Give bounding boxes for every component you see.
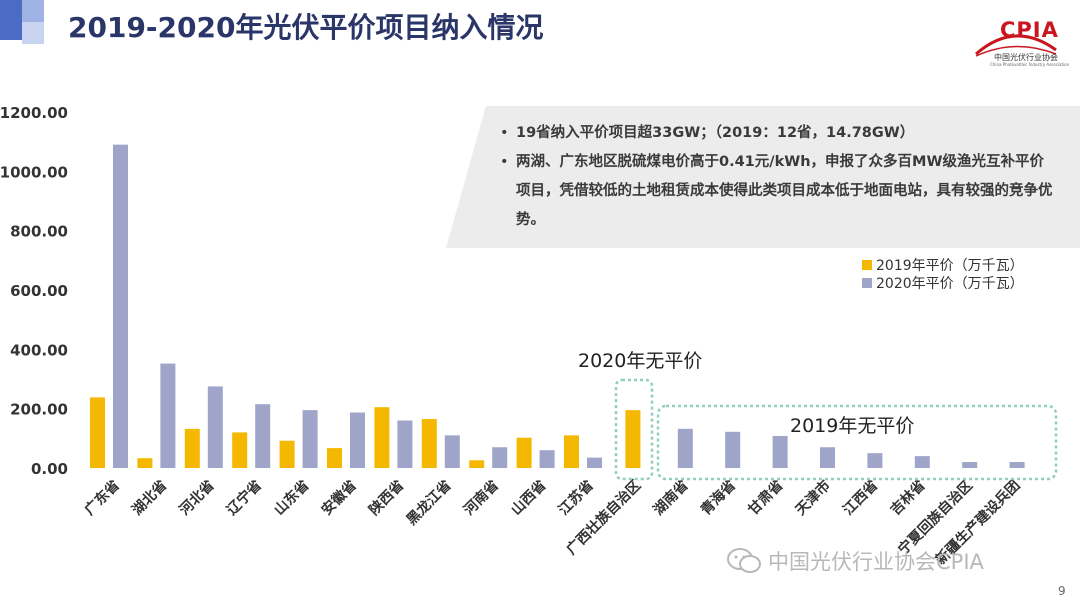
y-tick-label: 1200.00: [0, 104, 68, 122]
x-tick-label: 江西省: [840, 477, 882, 519]
page-title: 2019-2020年光伏平价项目纳入情况: [68, 11, 544, 44]
x-tick-label: 湖北省: [129, 477, 171, 519]
legend: 2019年平价（万千瓦） 2020年平价（万千瓦）: [862, 256, 1024, 292]
annotation-no-price-2020: 2020年无平价: [578, 350, 702, 372]
note-item: 19省纳入平价项目超33GW；（2019：12省，14.78GW）: [500, 119, 1056, 148]
x-tick-label: 陕西省: [366, 477, 408, 519]
y-tick-label: 400.00: [10, 341, 68, 359]
x-tick-label: 黑龙江省: [403, 477, 455, 529]
bar-2020: [113, 144, 128, 468]
bar-2019: [564, 435, 579, 468]
legend-swatch-2020: [862, 278, 872, 288]
x-tick-label: 青海省: [697, 477, 739, 519]
bar-2020: [302, 410, 318, 468]
bar-2019: [137, 458, 153, 468]
bar-2020: [820, 447, 835, 468]
x-tick-label: 山东省: [271, 477, 313, 519]
bar-2020: [725, 431, 741, 468]
y-tick-label: 1000.00: [0, 163, 68, 181]
dashed-box-2020: [614, 378, 654, 481]
legend-label-2019: 2019年平价（万千瓦）: [876, 258, 1024, 274]
page-number: 9: [1058, 584, 1066, 598]
bar-2020: [677, 428, 693, 468]
x-tick-label: 河南省: [460, 477, 502, 519]
logo-subtitle-en: China Photovoltaic Industry Association: [990, 62, 1070, 67]
bar-2020: [867, 453, 883, 468]
bar-2020: [255, 404, 271, 468]
y-tick-label: 200.00: [10, 401, 68, 419]
dashed-box-2019: [656, 404, 1058, 481]
legend-swatch-2019: [862, 260, 872, 270]
bar-2019: [232, 432, 248, 468]
x-tick-label: 天津市: [792, 477, 834, 519]
y-tick-label: 0.00: [31, 460, 68, 478]
bar-2020: [1009, 462, 1025, 468]
bar-2019: [90, 397, 105, 468]
x-tick-label: 山西省: [508, 477, 550, 519]
bar-2019: [374, 407, 390, 468]
bar-2019: [516, 437, 532, 468]
x-tick-label: 安徽省: [318, 477, 360, 519]
y-tick-label: 600.00: [10, 282, 68, 300]
bar-2019: [421, 419, 437, 468]
logo-subtitle: 中国光伏行业协会: [994, 53, 1058, 62]
bar-2020: [539, 450, 555, 468]
bar-2019: [184, 428, 200, 468]
corner-block-light: [22, 0, 44, 22]
x-tick-label: 江苏省: [555, 477, 597, 519]
bar-2020: [207, 386, 223, 468]
bar-2019: [279, 440, 295, 468]
note-item: 两湖、广东地区脱硫煤电价高于0.41元/kWh，申报了众多百MW级渔光互补平价项…: [500, 148, 1056, 235]
x-tick-label: 甘肃省: [745, 477, 787, 519]
note-list: 19省纳入平价项目超33GW；（2019：12省，14.78GW） 两湖、广东地…: [500, 119, 1056, 235]
legend-label-2020: 2020年平价（万千瓦）: [876, 276, 1024, 292]
annotation-no-price-2019: 2019年无平价: [790, 415, 914, 437]
watermark: 中国光伏行业协会CPIA: [726, 546, 984, 576]
bar-2020: [397, 420, 413, 468]
x-tick-label: 辽宁省: [223, 477, 265, 519]
x-tick-label: 吉林省: [887, 477, 929, 519]
bar-2019: [327, 448, 342, 468]
corner-block-pale: [22, 22, 44, 44]
x-tick-label: 广东省: [81, 477, 123, 519]
bar-2020: [350, 412, 365, 468]
cpia-logo-icon: [975, 34, 1057, 57]
legend-item-2019: 2019年平价（万千瓦）: [862, 256, 1024, 274]
bar-2020: [587, 457, 602, 468]
x-tick-label: 湖南省: [650, 477, 692, 519]
bar-2020: [962, 462, 978, 468]
legend-item-2020: 2020年平价（万千瓦）: [862, 274, 1024, 292]
logo-text: CPIA: [1000, 18, 1059, 42]
corner-block-dark: [0, 0, 22, 40]
bar-2020: [772, 435, 788, 468]
bar-2020: [160, 363, 176, 468]
x-tick-label: 河北省: [176, 477, 218, 519]
watermark-text: 中国光伏行业协会CPIA: [768, 550, 984, 574]
bar-2020: [492, 447, 508, 468]
bar-2019: [625, 410, 641, 468]
wechat-icon: [727, 548, 761, 573]
bar-2020: [444, 435, 460, 468]
y-tick-label: 800.00: [10, 223, 68, 241]
bar-2019: [469, 460, 485, 468]
bar-2020: [914, 456, 930, 468]
